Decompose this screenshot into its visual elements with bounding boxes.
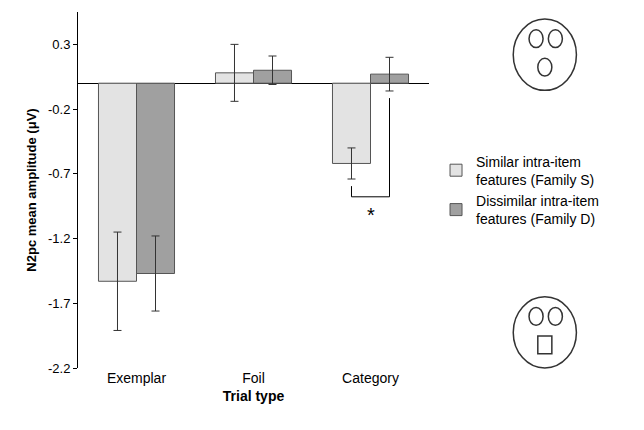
svg-text:Dissimilar intra-itemfeatures: Dissimilar intra-itemfeatures (Family D) <box>476 193 599 227</box>
svg-text:-1.7: -1.7 <box>48 296 70 311</box>
svg-text:-1.2: -1.2 <box>48 231 70 246</box>
svg-text:0.3: 0.3 <box>52 37 70 52</box>
svg-text:Trial type: Trial type <box>223 388 285 404</box>
svg-text:-2.2: -2.2 <box>48 361 70 376</box>
svg-text:Similar intra-itemfeatures (Fa: Similar intra-itemfeatures (Family S) <box>476 154 594 188</box>
svg-text:Category: Category <box>342 370 399 386</box>
svg-text:-0.7: -0.7 <box>48 166 70 181</box>
svg-text:Exemplar: Exemplar <box>107 370 166 386</box>
svg-text:-0.2: -0.2 <box>48 102 70 117</box>
svg-text:N2pc mean amplitude (μV): N2pc mean amplitude (μV) <box>24 108 39 271</box>
svg-text:Foil: Foil <box>242 370 265 386</box>
svg-text:*: * <box>367 204 375 226</box>
